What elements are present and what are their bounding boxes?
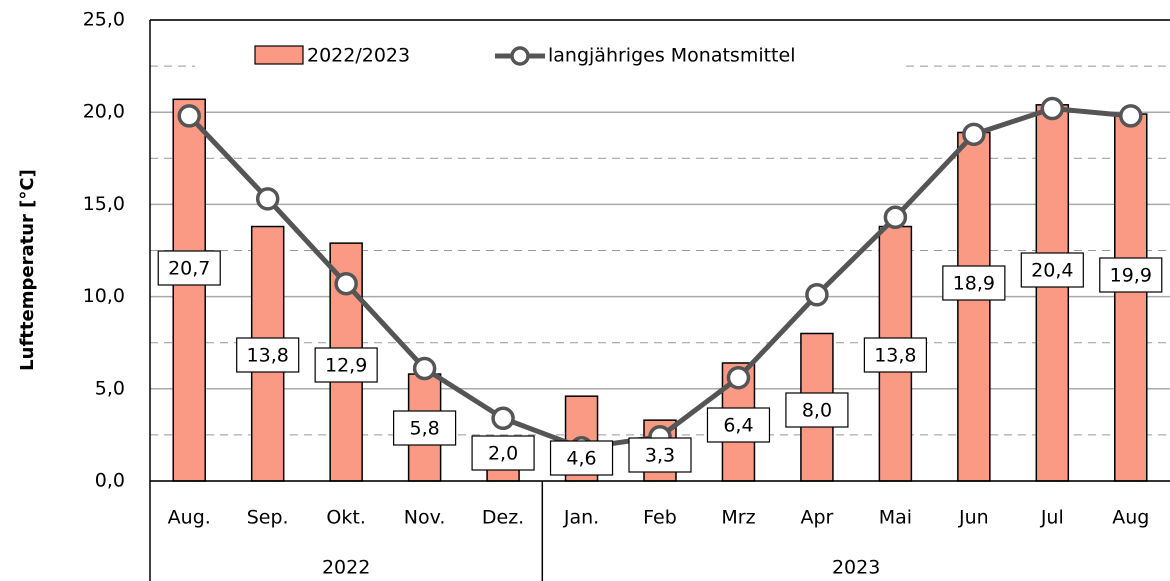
x-tick-label: Jun — [958, 507, 989, 529]
line-marker — [255, 187, 280, 211]
data-label-box — [785, 392, 849, 428]
data-label-box — [863, 337, 927, 373]
line-marker — [412, 356, 437, 381]
legend-marker — [510, 46, 530, 66]
x-tick-label: Jan. — [563, 507, 599, 529]
data-label: 13,8 — [874, 345, 916, 367]
data-label-box — [471, 435, 535, 471]
x-tick-label: Jul — [1040, 507, 1064, 529]
bar — [172, 98, 206, 482]
y-tick-label: 20,0 — [83, 101, 125, 123]
data-label-box — [942, 265, 1006, 301]
data-label-box — [1020, 252, 1084, 288]
y-tick-label: 5,0 — [95, 377, 125, 399]
line-marker — [726, 365, 751, 390]
x-tick-label: Nov. — [404, 507, 446, 529]
group-label: 2022 — [322, 557, 370, 579]
x-tick-label: Sep. — [247, 507, 289, 529]
x-tick-label: Mai — [879, 507, 912, 529]
bar — [1035, 104, 1070, 482]
data-label-box — [549, 440, 614, 476]
line-marker — [334, 271, 358, 296]
data-label: 12,9 — [325, 355, 367, 377]
line-marker — [491, 406, 515, 431]
x-tick-label: Feb — [643, 507, 677, 529]
line-marker — [962, 122, 986, 147]
data-label-box — [236, 337, 300, 373]
data-label: 13,8 — [247, 345, 289, 367]
data-label: 20,7 — [168, 258, 210, 280]
legend-swatch — [254, 45, 304, 65]
line-marker — [1040, 96, 1065, 121]
data-label: 8,0 — [802, 400, 832, 422]
data-label-box — [1099, 257, 1163, 293]
line-marker — [1119, 104, 1143, 128]
data-label: 6,4 — [723, 415, 753, 437]
line-marker — [805, 283, 829, 307]
legend-label: 2022/2023 — [307, 45, 410, 67]
data-label: 20,4 — [1031, 260, 1073, 282]
x-tick-label: Mrz — [721, 507, 755, 529]
data-label: 5,8 — [410, 418, 440, 440]
data-label-box — [157, 250, 221, 286]
bar — [957, 131, 991, 482]
x-tick-label: Okt. — [326, 507, 365, 529]
x-tick-label: Apr — [800, 507, 833, 529]
data-label: 3,3 — [645, 445, 675, 467]
line-marker — [883, 205, 908, 230]
data-label-box — [393, 410, 457, 446]
x-tick-label: Aug. — [168, 507, 211, 529]
legend-background — [195, 38, 903, 76]
data-label: 19,9 — [1110, 265, 1152, 287]
data-label: 18,9 — [953, 273, 995, 295]
data-label: 2,0 — [488, 443, 518, 465]
y-tick-label: 10,0 — [83, 285, 125, 307]
y-tick-label: 25,0 — [83, 9, 125, 31]
line-marker — [177, 104, 201, 128]
data-label: 4,6 — [566, 448, 596, 470]
data-label-box — [706, 407, 771, 443]
legend-label: langjähriges Monatsmittel — [548, 45, 795, 67]
data-label-box — [314, 347, 378, 383]
bar — [1114, 113, 1148, 482]
y-tick-label: 15,0 — [83, 193, 125, 215]
x-tick-label: Dez. — [482, 507, 524, 529]
y-axis-label: Lufttemperatur [°C] — [17, 169, 38, 371]
group-label: 2023 — [832, 557, 880, 579]
y-tick-label: 0,0 — [95, 470, 125, 492]
x-tick-label: Aug — [1112, 507, 1149, 529]
data-label-box — [628, 437, 692, 473]
